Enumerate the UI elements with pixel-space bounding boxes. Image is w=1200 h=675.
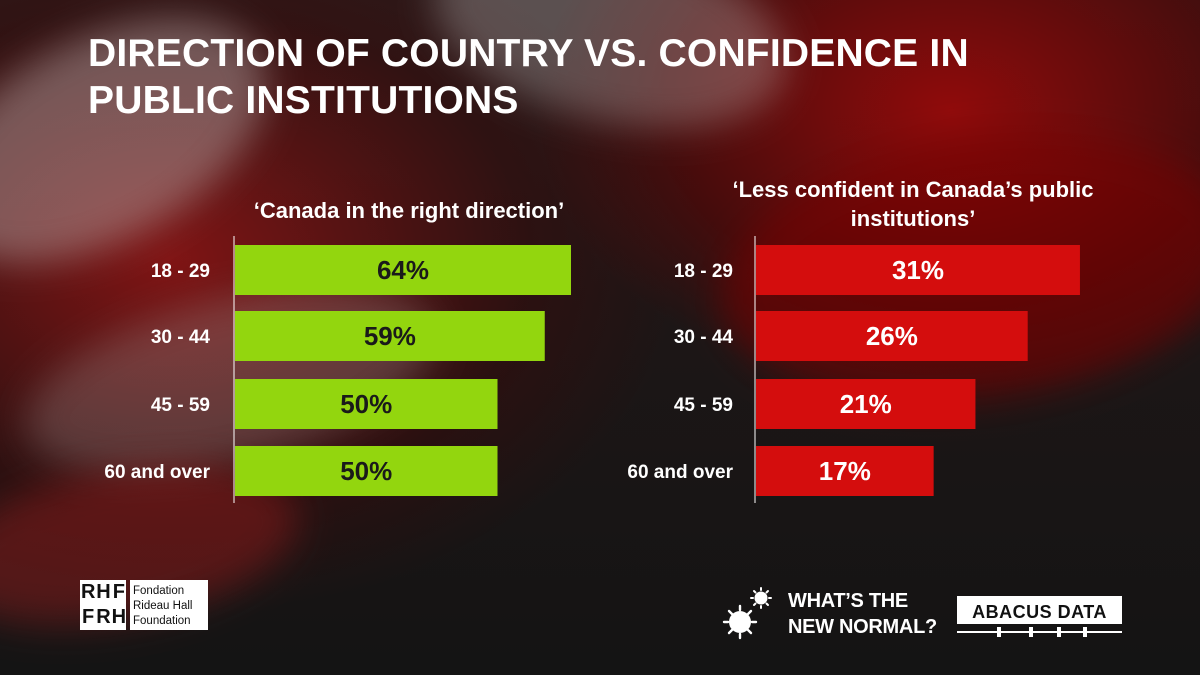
category-label: 18 - 29 (151, 261, 210, 282)
chart-title: ‘Canada in the right direction’ (254, 198, 564, 223)
data-label: 26% (866, 321, 918, 351)
data-label: 64% (377, 255, 429, 285)
data-label: 17% (819, 456, 871, 486)
abacus-data-logo: ABACUS DATA (957, 596, 1122, 640)
bar (235, 245, 571, 295)
rhf-line-2: Rideau Hall (133, 600, 193, 612)
chart-title-line-2: institutions’ (851, 206, 976, 231)
category-label: 30 - 44 (151, 327, 211, 348)
category-label: 45 - 59 (151, 395, 210, 416)
bar (235, 311, 545, 361)
chart-panel-1: ‘Canada in the right direction’ 64% 18 - 2… (104, 198, 571, 503)
rhf-line-3: Foundation (133, 615, 191, 627)
data-label: 50% (340, 456, 392, 486)
category-label: 60 and over (627, 462, 733, 483)
bar (756, 245, 1080, 295)
virus-icon (722, 587, 772, 640)
category-label: 60 and over (104, 462, 210, 483)
chart-title-line-1: ‘Less confident in Canada’s public (732, 177, 1093, 202)
category-label: 18 - 29 (674, 261, 733, 282)
data-label: 50% (340, 389, 392, 419)
rhf-line-1: Fondation (133, 585, 185, 597)
campaign-line-1: WHAT’S THE (788, 590, 908, 612)
campaign-line-2: NEW NORMAL? (788, 616, 937, 638)
chart-title: ‘Less confident in Canada’s public instit… (732, 177, 1093, 231)
data-label: 31% (892, 255, 944, 285)
bar (756, 311, 1028, 361)
bar (235, 446, 498, 496)
rhf-wordmark: Fondation Rideau Hall Foundation (130, 580, 208, 630)
category-label: 45 - 59 (674, 395, 733, 416)
page-title: DIRECTION OF COUNTRY VS. CONFIDENCE IN P… (88, 32, 969, 122)
abacus-wordmark: ABACUS DATA (957, 596, 1122, 624)
abacus-rail (957, 626, 1122, 638)
chart-panel-2: ‘Less confident in Canada’s public instit… (627, 177, 1094, 503)
category-label: 30 - 44 (674, 327, 734, 348)
bar (756, 379, 976, 429)
data-label: 59% (364, 321, 416, 351)
bar (235, 379, 498, 429)
bar (756, 446, 934, 496)
data-label: 21% (840, 389, 892, 419)
whats-the-new-normal-logo: WHAT’S THE NEW NORMAL? (788, 588, 948, 640)
